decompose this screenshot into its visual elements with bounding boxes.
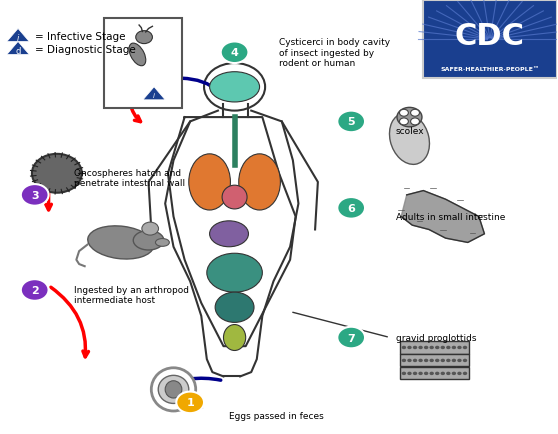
Text: 6: 6 [347, 204, 355, 214]
Circle shape [402, 372, 406, 375]
Ellipse shape [158, 375, 189, 404]
Circle shape [411, 118, 420, 125]
Text: gravid proglottids: gravid proglottids [396, 333, 476, 342]
Polygon shape [7, 30, 29, 43]
Ellipse shape [397, 108, 422, 128]
Circle shape [400, 118, 408, 125]
Ellipse shape [215, 293, 254, 322]
Ellipse shape [129, 44, 146, 66]
Ellipse shape [88, 226, 154, 260]
Text: 1: 1 [186, 398, 194, 408]
Circle shape [430, 346, 434, 349]
Circle shape [407, 346, 412, 349]
Circle shape [402, 346, 406, 349]
Ellipse shape [239, 155, 280, 210]
Circle shape [435, 359, 440, 362]
Text: i: i [17, 34, 19, 43]
Ellipse shape [165, 381, 182, 398]
FancyBboxPatch shape [400, 367, 469, 380]
FancyBboxPatch shape [400, 354, 469, 367]
Circle shape [441, 372, 445, 375]
Text: Adults in small intestine: Adults in small intestine [396, 213, 505, 221]
Text: 3: 3 [31, 191, 39, 201]
Circle shape [430, 372, 434, 375]
Circle shape [451, 372, 456, 375]
Circle shape [435, 372, 440, 375]
Circle shape [424, 359, 429, 362]
Circle shape [413, 372, 417, 375]
Text: 7: 7 [347, 333, 355, 343]
Ellipse shape [210, 221, 248, 247]
Text: d: d [191, 401, 195, 408]
Text: CDC: CDC [455, 22, 525, 51]
Circle shape [337, 197, 365, 219]
Ellipse shape [223, 325, 246, 351]
Circle shape [441, 359, 445, 362]
Ellipse shape [189, 155, 230, 210]
Text: Eggs passed in feces: Eggs passed in feces [229, 411, 324, 420]
Ellipse shape [133, 231, 164, 250]
FancyBboxPatch shape [104, 19, 182, 109]
Circle shape [411, 110, 420, 117]
Circle shape [446, 359, 450, 362]
Circle shape [337, 327, 365, 349]
Circle shape [463, 372, 467, 375]
Circle shape [413, 359, 417, 362]
Circle shape [418, 372, 423, 375]
Ellipse shape [222, 186, 247, 210]
Text: 5: 5 [348, 117, 355, 127]
Circle shape [407, 359, 412, 362]
Circle shape [435, 346, 440, 349]
Ellipse shape [210, 72, 259, 103]
Circle shape [221, 43, 248, 64]
Circle shape [176, 391, 204, 413]
Circle shape [446, 372, 450, 375]
Circle shape [337, 112, 365, 133]
Text: Oncospheres hatch and
penetrate intestinal wall: Oncospheres hatch and penetrate intestin… [74, 168, 185, 188]
Polygon shape [182, 396, 204, 409]
Circle shape [424, 372, 429, 375]
Circle shape [21, 279, 49, 301]
Polygon shape [7, 43, 29, 55]
Circle shape [418, 346, 423, 349]
Circle shape [451, 346, 456, 349]
Circle shape [430, 359, 434, 362]
Polygon shape [401, 191, 484, 243]
Circle shape [457, 372, 461, 375]
Circle shape [441, 346, 445, 349]
Circle shape [463, 346, 467, 349]
Text: Ingested by an arthropod
intermediate host: Ingested by an arthropod intermediate ho… [74, 285, 189, 304]
FancyBboxPatch shape [400, 341, 469, 354]
Text: 2: 2 [31, 285, 39, 295]
Ellipse shape [156, 239, 169, 247]
Text: i: i [153, 92, 155, 99]
Circle shape [457, 346, 461, 349]
Text: = Infective Stage: = Infective Stage [35, 32, 125, 42]
Circle shape [21, 184, 49, 206]
Text: scolex: scolex [396, 126, 424, 135]
Text: SAFER·HEALTHIER·PEOPLE™: SAFER·HEALTHIER·PEOPLE™ [440, 67, 540, 72]
Ellipse shape [151, 368, 196, 411]
Ellipse shape [207, 253, 262, 293]
Circle shape [451, 359, 456, 362]
Circle shape [446, 346, 450, 349]
Circle shape [136, 32, 152, 45]
Circle shape [32, 155, 82, 193]
Circle shape [413, 346, 417, 349]
Polygon shape [143, 88, 165, 101]
Text: d: d [16, 47, 21, 56]
Circle shape [402, 359, 406, 362]
Text: Cysticerci in body cavity
of insect ingested by
rodent or human: Cysticerci in body cavity of insect inge… [279, 38, 390, 68]
Circle shape [407, 372, 412, 375]
Circle shape [457, 359, 461, 362]
Text: 4: 4 [230, 48, 238, 58]
Circle shape [142, 223, 158, 236]
Circle shape [424, 346, 429, 349]
Circle shape [418, 359, 423, 362]
Circle shape [400, 110, 408, 117]
FancyBboxPatch shape [424, 1, 557, 79]
Text: = Diagnostic Stage: = Diagnostic Stage [35, 45, 136, 55]
Ellipse shape [389, 114, 430, 165]
Circle shape [463, 359, 467, 362]
